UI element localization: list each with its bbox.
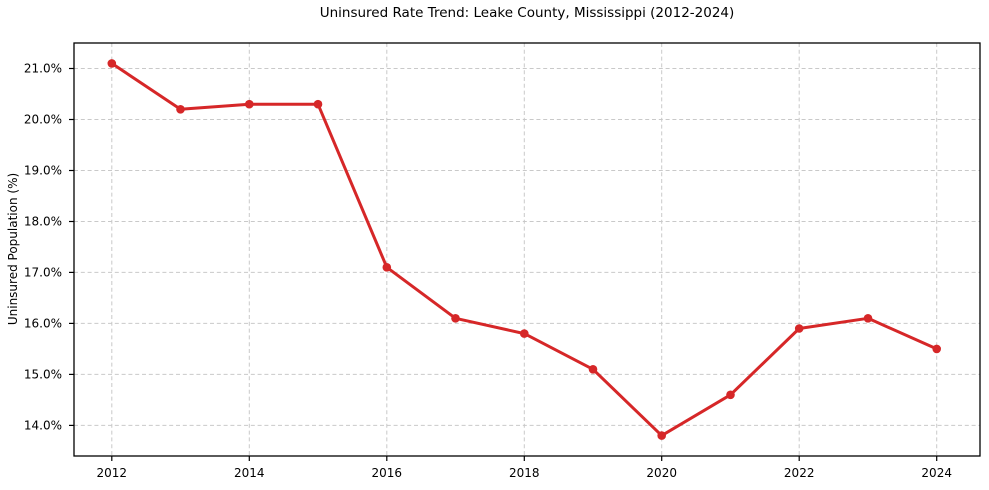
data-point-marker (932, 344, 941, 354)
data-point-marker (588, 365, 598, 374)
x-tick-label: 2016 (372, 466, 403, 480)
y-tick-label: 17.0% (24, 265, 62, 279)
y-tick-label: 20.0% (24, 113, 62, 127)
y-tick-label: 19.0% (24, 164, 62, 178)
data-point-marker (794, 324, 804, 333)
data-point-marker (245, 99, 254, 109)
data-point-marker (107, 59, 117, 68)
x-tick-label: 2022 (784, 466, 815, 480)
x-tick-label: 2024 (921, 466, 952, 480)
x-tick-label: 2012 (97, 466, 128, 480)
data-point-marker (726, 390, 735, 400)
x-tick-label: 2018 (509, 466, 540, 480)
x-tick-label: 2014 (234, 466, 265, 480)
x-tick-label: 2020 (646, 466, 677, 480)
y-tick-label: 21.0% (24, 62, 62, 76)
data-point-marker (520, 329, 529, 338)
chart-title: Uninsured Rate Trend: Leake County, Miss… (319, 5, 735, 21)
data-point-marker (176, 105, 185, 114)
y-tick-label: 16.0% (24, 316, 62, 330)
data-point-marker (657, 431, 666, 440)
y-tick-label: 14.0% (24, 418, 62, 432)
plot-border (73, 42, 981, 457)
y-tick-label: 15.0% (24, 367, 62, 381)
data-point-marker (863, 314, 873, 323)
data-point-marker (382, 263, 392, 272)
data-point-marker (451, 314, 460, 323)
y-tick-label: 18.0% (24, 215, 62, 229)
data-point-marker (313, 99, 323, 109)
